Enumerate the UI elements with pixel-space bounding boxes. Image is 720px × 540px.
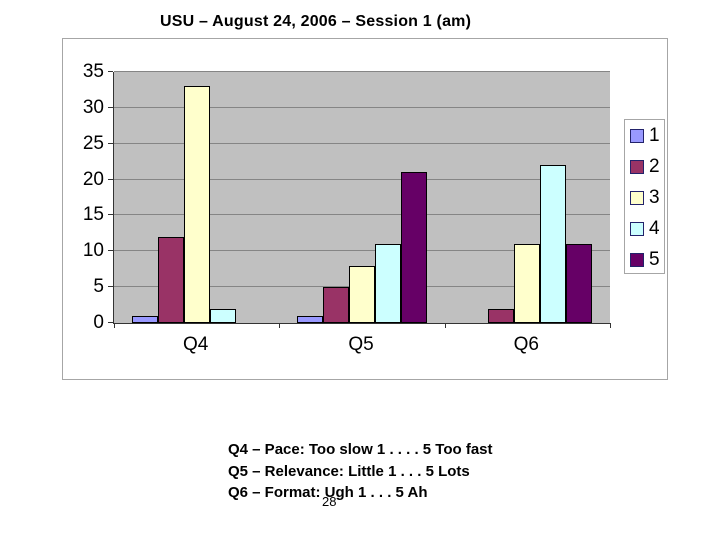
y-axis-tick xyxy=(108,286,113,288)
gridline-10 xyxy=(114,250,610,252)
gridline-20 xyxy=(114,178,610,180)
bar-Q6-series-3 xyxy=(514,244,541,323)
gridline-30 xyxy=(114,106,610,108)
x-axis-label-Q6: Q6 xyxy=(513,334,539,355)
note-q6: Q6 – Format: Ugh 1 . . . 5 Ah xyxy=(228,484,428,501)
y-axis-label-25: 25 xyxy=(82,132,104,154)
legend-swatch-icon xyxy=(630,159,644,174)
note-q4: Q4 – Pace: Too slow 1 . . . . 5 Too fast xyxy=(228,441,493,458)
y-axis-label-30: 30 xyxy=(82,96,104,118)
legend-swatch-icon xyxy=(630,221,644,236)
gridline-15 xyxy=(114,214,610,216)
x-axis-tick xyxy=(445,323,446,328)
slide-title: USU – August 24, 2006 – Session 1 (am) xyxy=(160,13,472,30)
bar-Q6-series-4 xyxy=(540,165,567,323)
legend-entry-3: 3 xyxy=(625,182,664,213)
bar-Q5-series-3 xyxy=(349,266,375,323)
bar-Q6-series-2 xyxy=(488,309,515,323)
y-axis-tick xyxy=(108,214,113,216)
bar-Q5-series-4 xyxy=(375,244,401,323)
bar-Q5-series-1 xyxy=(297,316,323,323)
chart-legend: 1 2 3 4 5 xyxy=(624,119,665,274)
y-axis-label-10: 10 xyxy=(82,240,104,262)
bar-Q6-series-5 xyxy=(566,244,593,323)
y-axis-tick xyxy=(108,250,113,252)
x-axis-tick xyxy=(610,323,611,328)
gridline-25 xyxy=(114,142,610,144)
bar-chart: 0 5 10 15 20 25 30 35 Q4 Q5 Q6 1 2 3 4 5 xyxy=(62,38,668,380)
survey-question-notes: Q4 – Pace: Too slow 1 . . . . 5 Too fast… xyxy=(228,439,493,504)
x-axis-label-Q4: Q4 xyxy=(182,334,209,355)
bar-Q5-series-2 xyxy=(323,287,349,323)
y-axis-label-0: 0 xyxy=(93,312,104,333)
legend-entry-5: 5 xyxy=(625,244,664,275)
bar-Q4-series-2 xyxy=(157,237,184,323)
legend-entry-4: 4 xyxy=(625,213,664,244)
y-axis-tick xyxy=(108,71,113,72)
x-axis-label-Q5: Q5 xyxy=(348,334,374,355)
page-number: 28 xyxy=(322,494,337,509)
x-axis-tick xyxy=(114,323,115,328)
y-axis-label-35: 35 xyxy=(82,61,104,82)
legend-entry-1: 1 xyxy=(625,120,664,151)
bar-Q4-series-4 xyxy=(209,309,236,323)
legend-label: 4 xyxy=(649,218,660,239)
bar-Q4-series-1 xyxy=(131,316,158,323)
legend-label: 2 xyxy=(649,156,660,177)
y-axis-tick xyxy=(108,106,113,108)
legend-swatch-icon xyxy=(630,190,644,205)
gridline-35 xyxy=(114,71,610,72)
y-axis-tick xyxy=(108,142,113,144)
legend-label: 1 xyxy=(649,125,660,146)
y-axis-label-20: 20 xyxy=(82,168,104,190)
x-axis-tick xyxy=(279,323,280,328)
legend-entry-2: 2 xyxy=(625,151,664,182)
legend-label: 5 xyxy=(649,249,660,270)
bar-Q5-series-5 xyxy=(401,172,427,323)
legend-swatch-icon xyxy=(630,252,644,267)
legend-swatch-icon xyxy=(630,128,644,143)
plot-area xyxy=(108,71,611,328)
y-axis-label-15: 15 xyxy=(82,204,104,226)
bar-Q4-series-3 xyxy=(183,86,210,323)
y-axis-tick xyxy=(108,178,113,180)
y-axis-tick xyxy=(108,322,113,323)
legend-label: 3 xyxy=(649,187,660,208)
note-q5: Q5 – Relevance: Little 1 . . . 5 Lots xyxy=(228,462,470,480)
y-axis-label-5: 5 xyxy=(93,276,104,298)
